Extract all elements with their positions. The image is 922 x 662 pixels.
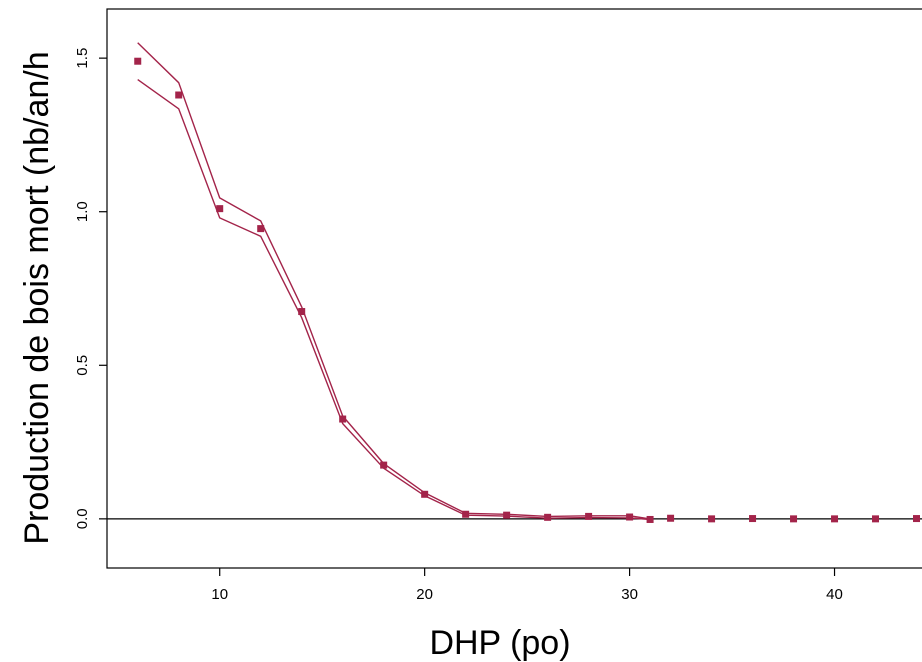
data-point [380, 461, 388, 469]
data-point [175, 91, 183, 99]
y-tick-label: 1.5 [74, 48, 91, 69]
data-point [298, 308, 306, 316]
data-point [667, 514, 675, 522]
data-point [544, 513, 552, 521]
y-axis-title: Production de bois mort (nb/an/h [18, 51, 56, 544]
y-tick-label: 0.5 [74, 355, 91, 376]
x-tick-label: 20 [416, 586, 433, 603]
data-point [913, 515, 921, 523]
band-line-lower [137, 79, 651, 521]
data-point [339, 415, 347, 423]
x-tick-label: 40 [826, 586, 843, 603]
y-tick-label: 1.0 [74, 201, 91, 222]
band-line-upper [137, 42, 651, 520]
data-point [257, 225, 265, 233]
data-point [749, 515, 757, 523]
data-point [216, 205, 224, 213]
data-point [134, 57, 142, 65]
data-point [626, 513, 634, 521]
data-point [462, 510, 470, 518]
x-tick-label: 30 [621, 586, 638, 603]
y-tick-label: 0.0 [74, 508, 91, 529]
x-tick-label: 10 [211, 586, 228, 603]
plot-frame [106, 8, 922, 569]
ticks-layer: 10 20 30 40 0.0 0.5 1.0 1.5 [74, 48, 843, 603]
plot-layer [107, 42, 922, 523]
data-point [421, 490, 429, 498]
x-axis-title: DHP (po) [429, 624, 570, 662]
data-point [585, 512, 593, 520]
data-point [831, 515, 839, 523]
data-point [503, 511, 511, 519]
data-point [646, 515, 654, 523]
data-point [708, 515, 716, 523]
data-point [790, 515, 798, 523]
data-point [872, 515, 880, 523]
